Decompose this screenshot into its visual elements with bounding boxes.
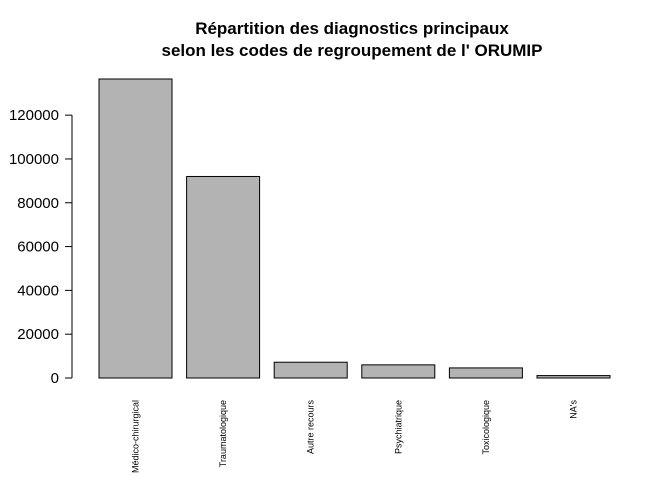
y-tick-label: 0 — [51, 370, 59, 387]
y-tick-label: 120000 — [9, 107, 59, 124]
bar-1 — [186, 175, 261, 379]
y-tick-label: 20000 — [17, 326, 59, 343]
bar-0 — [98, 78, 173, 379]
y-axis: 0 20000 40000 60000 80000 100000 120000 — [9, 107, 73, 387]
x-category-label: Traumatologique — [218, 400, 228, 467]
x-category-label: Toxicologique — [481, 400, 491, 455]
x-category-label: NA's — [569, 400, 579, 419]
y-tick-label: 100000 — [9, 151, 59, 168]
x-category-label: Autre recours — [306, 400, 316, 455]
bar-4 — [448, 367, 523, 379]
x-category-label: Médico-chirurgical — [131, 400, 141, 473]
x-labels-group: Médico-chirurgical Traumatologique Autre r… — [131, 400, 579, 474]
y-tick-label: 80000 — [17, 195, 59, 212]
x-category-label: Psychiatrique — [393, 400, 403, 454]
y-tick-label: 40000 — [17, 282, 59, 299]
bar-3 — [361, 364, 436, 379]
y-tick-label: 60000 — [17, 239, 59, 256]
bar-5 — [536, 375, 611, 379]
bar-2 — [273, 361, 348, 379]
bars-group — [98, 78, 611, 379]
chart-title-line-2: selon les codes de regroupement de l' OR… — [162, 41, 543, 60]
chart-title-line-1: Répartition des diagnostics principaux — [195, 19, 509, 38]
